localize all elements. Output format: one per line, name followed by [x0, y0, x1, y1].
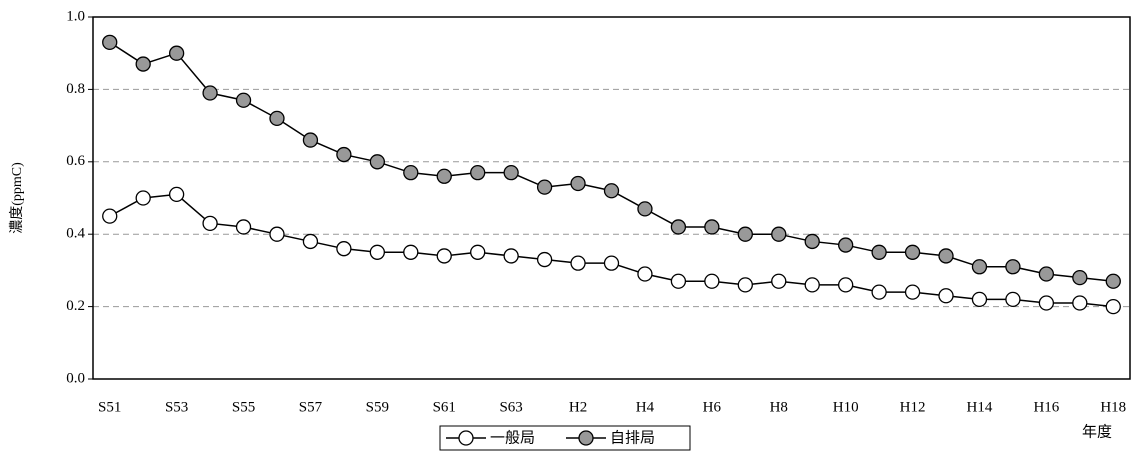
x-tick-label: H4 — [636, 399, 655, 415]
data-point — [904, 284, 921, 300]
data-point — [336, 146, 352, 163]
x-tick-label: S51 — [98, 399, 121, 415]
data-point — [235, 219, 252, 235]
data-point — [670, 273, 687, 289]
data-point — [470, 165, 486, 181]
data-point — [302, 132, 319, 148]
x-axis-label: 年度 — [1082, 423, 1112, 440]
data-point — [838, 237, 854, 253]
data-point — [470, 244, 486, 260]
data-point — [704, 219, 720, 235]
legend-marker — [458, 430, 474, 446]
y-axis-label: 濃度(ppmC) — [9, 162, 25, 234]
x-tick-label: H14 — [967, 399, 993, 415]
data-point — [771, 226, 787, 242]
data-point — [637, 266, 653, 282]
data-point — [871, 284, 887, 300]
data-point — [403, 244, 419, 260]
data-point — [971, 259, 988, 275]
data-point — [102, 208, 118, 224]
data-point — [871, 244, 887, 260]
data-point — [570, 175, 586, 192]
x-tick-label: H18 — [1100, 399, 1126, 415]
data-point — [503, 248, 519, 264]
data-point — [202, 215, 218, 231]
data-point — [838, 277, 854, 293]
data-point — [704, 273, 720, 289]
data-point — [403, 165, 419, 181]
data-point — [737, 277, 753, 293]
data-point — [269, 226, 285, 242]
data-point — [971, 291, 988, 308]
data-point — [670, 219, 687, 235]
data-point — [536, 251, 553, 268]
x-tick-label: H6 — [703, 399, 722, 415]
data-point — [904, 244, 921, 260]
data-point — [302, 233, 319, 250]
x-tick-label: H12 — [900, 399, 926, 415]
x-tick-label: S55 — [232, 399, 255, 415]
series-line — [109, 193, 1114, 308]
data-point — [536, 179, 553, 195]
data-point — [503, 165, 519, 181]
data-point — [369, 154, 385, 170]
legend-label: 自排局 — [610, 429, 655, 446]
data-point — [436, 168, 452, 184]
y-tick-label: 0.0 — [66, 370, 85, 386]
x-tick-label: S53 — [165, 399, 188, 415]
data-point — [168, 186, 185, 203]
data-point — [938, 288, 954, 304]
data-point — [1005, 259, 1021, 275]
data-point — [168, 45, 185, 61]
data-point — [135, 56, 151, 72]
x-tick-label: S63 — [499, 399, 522, 415]
data-point — [804, 233, 820, 250]
data-point — [1105, 273, 1121, 289]
y-tick-label: 0.6 — [66, 153, 85, 169]
data-point — [603, 183, 620, 199]
data-point — [135, 190, 151, 206]
data-point — [804, 277, 820, 293]
series-line — [109, 41, 1114, 283]
data-point — [637, 201, 653, 217]
x-tick-label: H10 — [833, 399, 859, 415]
data-point — [603, 255, 620, 271]
y-tick-label: 1.0 — [66, 8, 85, 24]
x-tick-label: S59 — [366, 399, 389, 415]
y-tick-label: 0.4 — [66, 226, 85, 242]
x-tick-label: H2 — [569, 399, 587, 415]
data-point — [1005, 291, 1021, 308]
x-tick-label: H16 — [1033, 399, 1059, 415]
data-point — [269, 110, 285, 127]
data-point — [737, 226, 753, 242]
x-tick-label: S61 — [433, 399, 456, 415]
data-point — [1038, 266, 1055, 282]
legend-marker — [578, 430, 594, 446]
x-tick-label: S57 — [299, 399, 323, 415]
data-point — [938, 248, 954, 264]
data-point — [1105, 298, 1121, 315]
plot-frame — [92, 16, 1131, 380]
data-point — [336, 241, 352, 257]
data-point — [1072, 269, 1088, 286]
legend-label: 一般局 — [490, 429, 535, 446]
data-point — [1072, 295, 1088, 311]
data-point — [1038, 295, 1055, 311]
data-point — [771, 273, 787, 289]
data-point — [235, 92, 252, 108]
data-point — [570, 255, 586, 271]
y-tick-label: 0.8 — [66, 81, 85, 97]
data-point — [202, 85, 218, 101]
data-point — [369, 244, 385, 260]
data-point — [436, 248, 452, 264]
legend-box — [439, 425, 691, 451]
x-tick-label: H8 — [770, 399, 788, 415]
data-point — [102, 34, 118, 50]
y-tick-label: 0.2 — [66, 298, 85, 314]
